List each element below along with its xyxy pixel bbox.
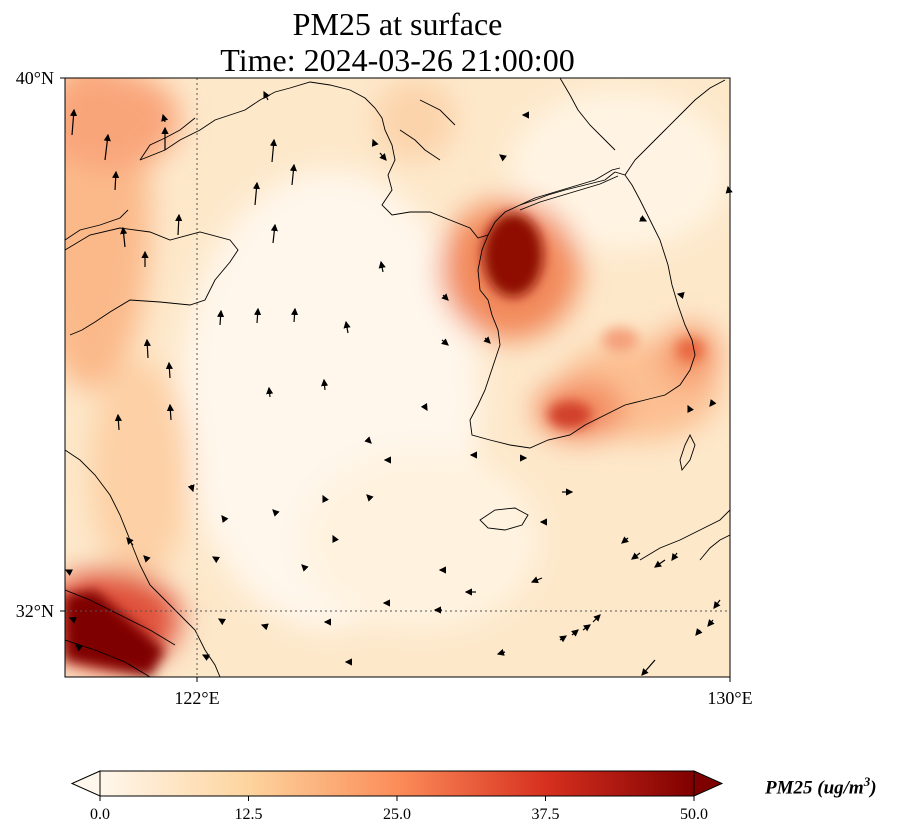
- wind-arrow: [75, 644, 83, 652]
- wind-arrow: [112, 170, 120, 191]
- wind-arrow: [571, 629, 579, 637]
- lat-label-32n: 32°N: [15, 601, 54, 621]
- wind-arrow: [530, 576, 543, 584]
- colorbar-tick-3: 37.5: [531, 806, 560, 823]
- wind-arrow: [217, 618, 226, 626]
- wind-arrow: [725, 185, 733, 194]
- wind-arrow: [165, 361, 173, 379]
- wind-arrow: [499, 154, 507, 162]
- map-title-line2: Time: 2024-03-26 21:00:00: [220, 42, 575, 78]
- wind-arrow: [676, 291, 685, 299]
- wind-arrow: [64, 569, 73, 576]
- wind-arrow: [161, 113, 169, 123]
- wind-arrow: [695, 628, 703, 636]
- wind-arrow: [343, 320, 351, 334]
- wind-arrow: [68, 616, 77, 624]
- wind-arrow: [289, 163, 297, 186]
- wind-arrow: [143, 338, 151, 359]
- wind-arrow: [269, 138, 278, 163]
- wind-arrow: [166, 403, 174, 421]
- wind-arrow: [559, 635, 567, 643]
- wind-arrow: [631, 552, 641, 560]
- wind-arrow: [641, 659, 656, 676]
- colorbar-tick-0: 0.0: [90, 806, 110, 823]
- wind-arrow: [496, 648, 506, 656]
- wind-arrow: [143, 555, 151, 563]
- wind-arrow: [187, 484, 195, 493]
- wind-arrow: [260, 623, 269, 631]
- wind-arrow: [201, 654, 210, 661]
- wind-arrow: [671, 552, 679, 561]
- gridlines: [65, 78, 730, 677]
- wind-arrow: [272, 509, 280, 517]
- wind-arrow: [126, 537, 134, 546]
- colorbar-title-text: PM25 (ug/m: [765, 777, 864, 799]
- wind-arrow: [441, 293, 449, 301]
- wind-arrow: [252, 181, 261, 206]
- lat-label-40n: 40°N: [15, 68, 54, 88]
- wind-arrow: [364, 436, 372, 444]
- wind-arrow: [301, 564, 309, 572]
- wind-arrow: [483, 336, 491, 344]
- wind-arrow: [366, 494, 374, 502]
- wind-arrow: [221, 515, 229, 523]
- wind-arrow: [266, 386, 274, 398]
- colorbar: [70, 770, 724, 801]
- wind-arrow: [654, 559, 666, 568]
- wind-arrow: [378, 260, 386, 273]
- wind-arrow: [332, 534, 339, 543]
- wind-arrow: [582, 624, 591, 632]
- colorbar-tick-1: 12.5: [234, 806, 263, 823]
- wind-arrow: [120, 226, 128, 248]
- colorbar-tick-2: 25.0: [383, 806, 411, 823]
- wind-arrow: [441, 338, 449, 346]
- wind-arrow: [103, 133, 111, 161]
- wind-arrow: [321, 378, 329, 391]
- wind-arrow: [379, 152, 387, 161]
- colorbar-tick-4: 50.0: [680, 806, 708, 823]
- wind-arrow: [709, 399, 717, 407]
- wind-arrow: [322, 494, 329, 503]
- lon-label-122e: 122°E: [174, 688, 220, 708]
- wind-arrow: [687, 404, 694, 413]
- colorbar-title-exponent: 3: [863, 774, 871, 789]
- wind-arrow: [270, 223, 278, 244]
- map-title-line1: PM25 at surface: [292, 6, 503, 42]
- wind-arrow: [290, 307, 299, 323]
- wind-arrow: [707, 619, 715, 627]
- wind-arrow: [621, 536, 629, 544]
- wind-arrow: [175, 213, 183, 236]
- wind-arrow: [420, 403, 428, 412]
- lon-label-130e: 130°E: [707, 688, 753, 708]
- wind-arrow: [253, 307, 262, 324]
- wind-arrow: [713, 599, 721, 609]
- colorbar-title: PM25 (ug/m3): [765, 774, 877, 799]
- map-frame: [64, 77, 731, 678]
- wind-vectors: [64, 90, 733, 676]
- wind-arrow: [371, 138, 379, 147]
- wind-arrow: [592, 614, 601, 623]
- wind-arrow: [639, 215, 648, 222]
- wind-arrow: [216, 309, 225, 326]
- wind-arrow: [263, 90, 270, 101]
- wind-arrow: [69, 108, 78, 136]
- colorbar-title-suffix: ): [870, 777, 877, 799]
- wind-arrow: [211, 556, 220, 564]
- pm25-field: [65, 78, 730, 677]
- wind-arrow: [114, 413, 122, 431]
